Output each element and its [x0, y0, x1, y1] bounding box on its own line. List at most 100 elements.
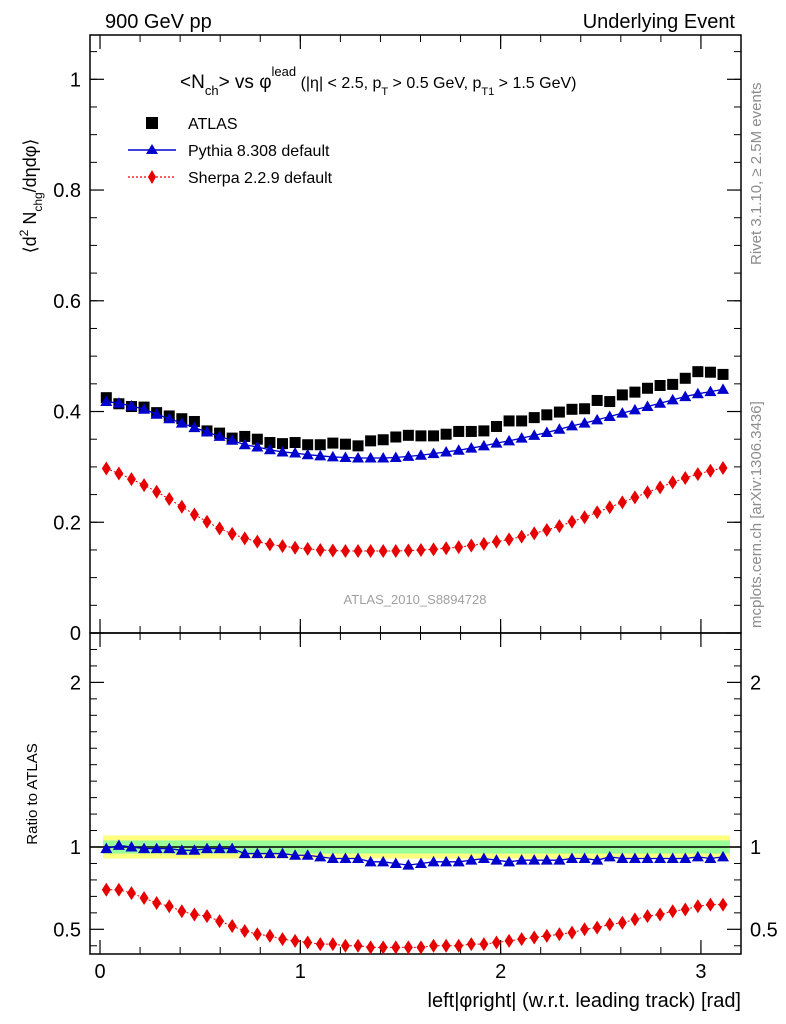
main-atlas-point [604, 396, 616, 408]
main-sherpa-point [189, 507, 199, 522]
legend-pythia-label: Pythia 8.308 default [188, 143, 330, 160]
ratio-pythia-point [679, 852, 692, 864]
ratio-sherpa-point [278, 932, 288, 947]
ratio-pythia-point [515, 854, 528, 865]
main-atlas-point [629, 386, 641, 398]
ratio-pythia-point [654, 852, 667, 864]
ratio-sherpa-point [429, 938, 439, 953]
main-y-tick-label: 0 [70, 623, 81, 645]
main-sherpa-point [466, 538, 476, 553]
main-sherpa-point [227, 526, 237, 541]
main-atlas-point [478, 425, 490, 437]
ratio-pythia-point [251, 847, 264, 859]
main-sherpa-point [504, 532, 514, 547]
ratio-pythia-point [528, 854, 541, 865]
main-sherpa-point [617, 495, 627, 510]
header-left: 900 GeV pp [105, 11, 212, 33]
series-layer [100, 366, 730, 955]
ratio-pythia-point [591, 854, 604, 865]
ratio-y-tick-label: 1 [70, 837, 81, 859]
ratio-sherpa-point [668, 904, 678, 919]
main-atlas-point [679, 372, 691, 384]
main-atlas-point [541, 409, 553, 421]
main-sherpa-point [429, 542, 439, 557]
main-sherpa-point [655, 480, 665, 495]
main-pythia-point [414, 449, 427, 460]
ratio-pythia-point [503, 855, 516, 867]
main-pythia-point [276, 445, 289, 457]
main-sherpa-point [491, 534, 501, 549]
main-sherpa-point [101, 461, 111, 476]
main-sherpa-point [328, 543, 338, 558]
main-atlas-point [453, 425, 465, 437]
main-pythia-point [591, 413, 604, 425]
main-atlas-point [465, 425, 477, 437]
main-y-tick-label: 0.4 [53, 402, 81, 424]
main-atlas-point [667, 378, 679, 390]
ratio-pythia-point [238, 847, 251, 859]
main-sherpa-point [126, 472, 136, 487]
main-sherpa-point [718, 460, 728, 475]
main-pythia-point [616, 407, 629, 418]
main-pythia-point [125, 399, 138, 411]
ratio-pythia-point [440, 855, 453, 867]
main-pythia-point [565, 419, 578, 431]
ratio-sherpa-point [265, 928, 275, 943]
main-sherpa-point [705, 463, 715, 478]
main-sherpa-point [668, 475, 678, 490]
main-pythia-point [465, 442, 478, 453]
main-sherpa-point [529, 526, 539, 541]
main-atlas-point [503, 415, 515, 427]
main-pythia-point [251, 440, 264, 452]
main-sherpa-point [139, 478, 149, 493]
main-pythia-point [515, 432, 528, 443]
main-pythia-point [440, 445, 453, 457]
main-atlas-point [516, 415, 528, 427]
main-atlas-point [314, 439, 326, 451]
main-sherpa-point [517, 529, 527, 544]
ratio-pythia-point [314, 850, 327, 862]
main-pythia-point [112, 397, 125, 408]
legend-sherpa-label: Sherpa 2.2.9 default [188, 170, 333, 187]
main-atlas-point [692, 366, 704, 378]
main-sherpa-point [265, 537, 275, 552]
main-pythia-point [238, 438, 251, 450]
ratio-pythia-point [628, 852, 641, 864]
ratio-sherpa-point [126, 886, 136, 901]
ratio-pythia-point [389, 857, 402, 868]
ratio-sherpa-point [642, 909, 652, 924]
main-atlas-point [553, 406, 565, 418]
main-sherpa-point [567, 514, 577, 529]
ratio-axis-ticks: 0 1 2 3 0.5 0.5 1 1 2 2 [53, 633, 778, 983]
ratio-pythia-point [263, 847, 276, 859]
ratio-sherpa-point [240, 923, 250, 938]
ratio-pythia-point [339, 852, 352, 864]
main-sherpa-point [278, 539, 288, 554]
ratio-sherpa-point [416, 940, 426, 955]
main-sherpa-point [630, 490, 640, 505]
ratio-pythia-point [427, 855, 440, 867]
main-atlas-point [566, 403, 578, 415]
legend-sherpa-marker [148, 170, 156, 184]
ratio-pythia-point [138, 842, 151, 854]
ratio-pythia-point [175, 844, 188, 855]
ratio-sherpa-point [403, 940, 413, 955]
main-sherpa-point [177, 499, 187, 514]
main-pythia-point [188, 421, 201, 433]
ratio-pythia-point [301, 849, 314, 860]
main-atlas-point [428, 430, 440, 442]
ratio-y-tick-label-right: 1 [750, 837, 761, 859]
ratio-sherpa-point [366, 940, 376, 955]
ratio-sherpa-point [693, 899, 703, 914]
main-pythia-point [377, 452, 390, 463]
main-pythia-point [138, 403, 151, 414]
main-pythia-point [402, 450, 415, 461]
ratio-pythia-point [213, 842, 226, 854]
main-pythia-point [289, 447, 302, 458]
main-atlas-point [327, 437, 339, 449]
main-atlas-point [251, 433, 263, 445]
main-pythia-point [175, 417, 188, 428]
ratio-y-tick-label-right: 2 [750, 672, 761, 694]
main-sherpa-point [164, 492, 174, 507]
main-sherpa-point [252, 534, 262, 549]
